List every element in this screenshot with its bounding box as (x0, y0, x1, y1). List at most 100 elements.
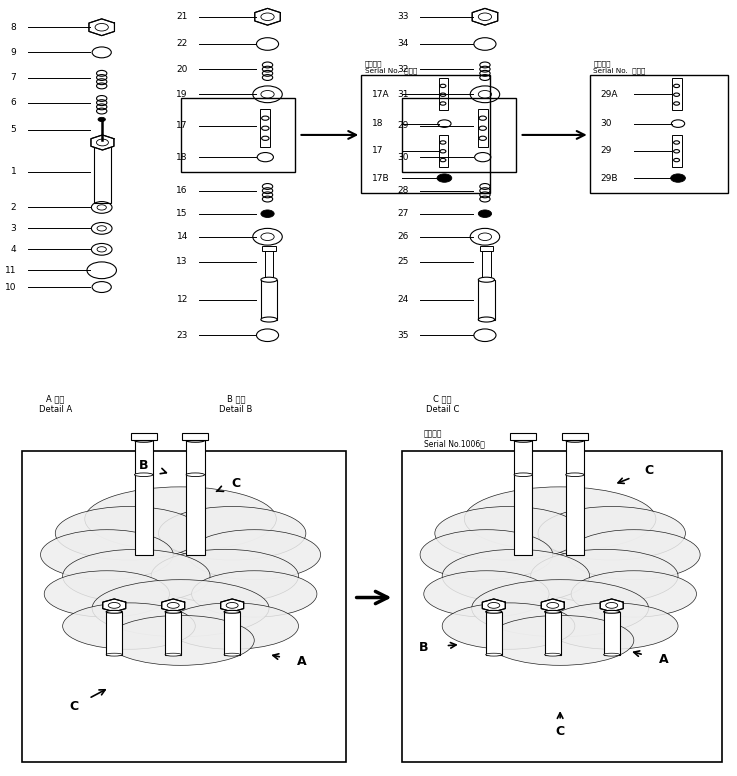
Text: 17B: 17B (372, 174, 390, 182)
Ellipse shape (514, 438, 532, 442)
Ellipse shape (158, 507, 306, 560)
Ellipse shape (531, 549, 678, 603)
Bar (186, 441, 204, 555)
Bar (566, 441, 584, 555)
Bar (134, 441, 153, 555)
Bar (261, 279, 277, 320)
Ellipse shape (44, 570, 170, 617)
Ellipse shape (186, 438, 204, 442)
Circle shape (98, 117, 105, 122)
Ellipse shape (261, 277, 277, 282)
Bar (22, 451, 346, 762)
Text: 1: 1 (10, 168, 16, 176)
Ellipse shape (165, 653, 181, 656)
Text: 19: 19 (176, 90, 188, 99)
Bar (439, 78, 448, 110)
Bar (478, 109, 488, 147)
Text: 17: 17 (372, 147, 384, 155)
Text: 33: 33 (397, 12, 409, 21)
Text: 10: 10 (4, 282, 16, 292)
Circle shape (671, 174, 685, 182)
Text: 27: 27 (398, 210, 409, 218)
Ellipse shape (151, 549, 298, 603)
Text: 7: 7 (10, 73, 16, 82)
Bar (486, 611, 502, 655)
Text: 34: 34 (398, 40, 409, 48)
Text: A 詳細
Detail A: A 詳細 Detail A (38, 395, 72, 414)
Ellipse shape (63, 549, 210, 603)
Ellipse shape (420, 530, 553, 580)
Text: 20: 20 (177, 64, 188, 74)
Text: 26: 26 (398, 232, 409, 241)
Ellipse shape (571, 570, 696, 617)
Ellipse shape (472, 580, 649, 637)
Bar (262, 247, 276, 251)
Ellipse shape (55, 507, 203, 560)
Text: B 詳細
Detail B: B 詳細 Detail B (219, 395, 253, 414)
Ellipse shape (166, 603, 298, 650)
Polygon shape (472, 9, 497, 25)
Ellipse shape (224, 653, 240, 656)
Ellipse shape (486, 653, 502, 656)
Text: 5: 5 (10, 126, 16, 134)
Text: 適用号機
Serial No.1006－: 適用号機 Serial No.1006－ (424, 429, 485, 449)
Text: 適用号機
Serial No.  ．．～: 適用号機 Serial No. ．．～ (593, 60, 646, 74)
Ellipse shape (188, 530, 321, 580)
Bar (480, 247, 493, 251)
Bar (514, 441, 532, 555)
Text: 35: 35 (397, 331, 409, 340)
Ellipse shape (545, 611, 561, 613)
Bar (224, 611, 240, 655)
Bar (402, 451, 722, 762)
Text: 6: 6 (10, 99, 16, 107)
Text: 適用号機
Serial No.  ．．～: 適用号機 Serial No. ．．～ (365, 60, 417, 74)
Ellipse shape (604, 653, 620, 656)
Bar (106, 611, 122, 655)
Bar (94, 144, 111, 203)
Text: 24: 24 (398, 295, 409, 304)
Polygon shape (102, 599, 126, 611)
Ellipse shape (566, 473, 584, 476)
Text: 13: 13 (176, 258, 188, 266)
Text: 30: 30 (601, 120, 612, 128)
Ellipse shape (545, 603, 678, 650)
Polygon shape (482, 599, 506, 611)
Text: C: C (556, 725, 565, 738)
Text: B: B (419, 641, 428, 654)
Bar (182, 433, 208, 441)
Text: 25: 25 (398, 258, 409, 266)
Bar (478, 279, 495, 320)
Text: 18: 18 (372, 120, 384, 128)
Ellipse shape (85, 487, 276, 551)
Polygon shape (600, 599, 624, 611)
Bar (402, 99, 516, 171)
Bar (482, 251, 491, 279)
Bar (672, 135, 682, 167)
Text: 29: 29 (398, 121, 409, 130)
Text: 14: 14 (177, 232, 188, 241)
Text: C: C (231, 476, 240, 490)
Polygon shape (220, 599, 244, 611)
Ellipse shape (134, 438, 153, 442)
Bar (545, 611, 561, 655)
Text: 2: 2 (10, 203, 16, 212)
Text: 12: 12 (177, 295, 188, 304)
Text: A: A (297, 655, 307, 668)
Bar (265, 251, 273, 279)
Ellipse shape (442, 603, 575, 650)
Text: C: C (644, 464, 653, 477)
Text: 8: 8 (10, 23, 16, 32)
Ellipse shape (186, 473, 204, 476)
Text: 11: 11 (4, 266, 16, 275)
Bar (260, 109, 270, 147)
Ellipse shape (224, 611, 240, 613)
Text: 29B: 29B (601, 174, 618, 182)
Text: 30: 30 (397, 153, 409, 161)
Text: 21: 21 (177, 12, 188, 21)
Text: 9: 9 (10, 48, 16, 57)
Text: 22: 22 (177, 40, 188, 48)
Bar (165, 611, 181, 655)
Ellipse shape (435, 507, 582, 560)
Bar (361, 75, 490, 192)
Text: 23: 23 (177, 331, 188, 340)
